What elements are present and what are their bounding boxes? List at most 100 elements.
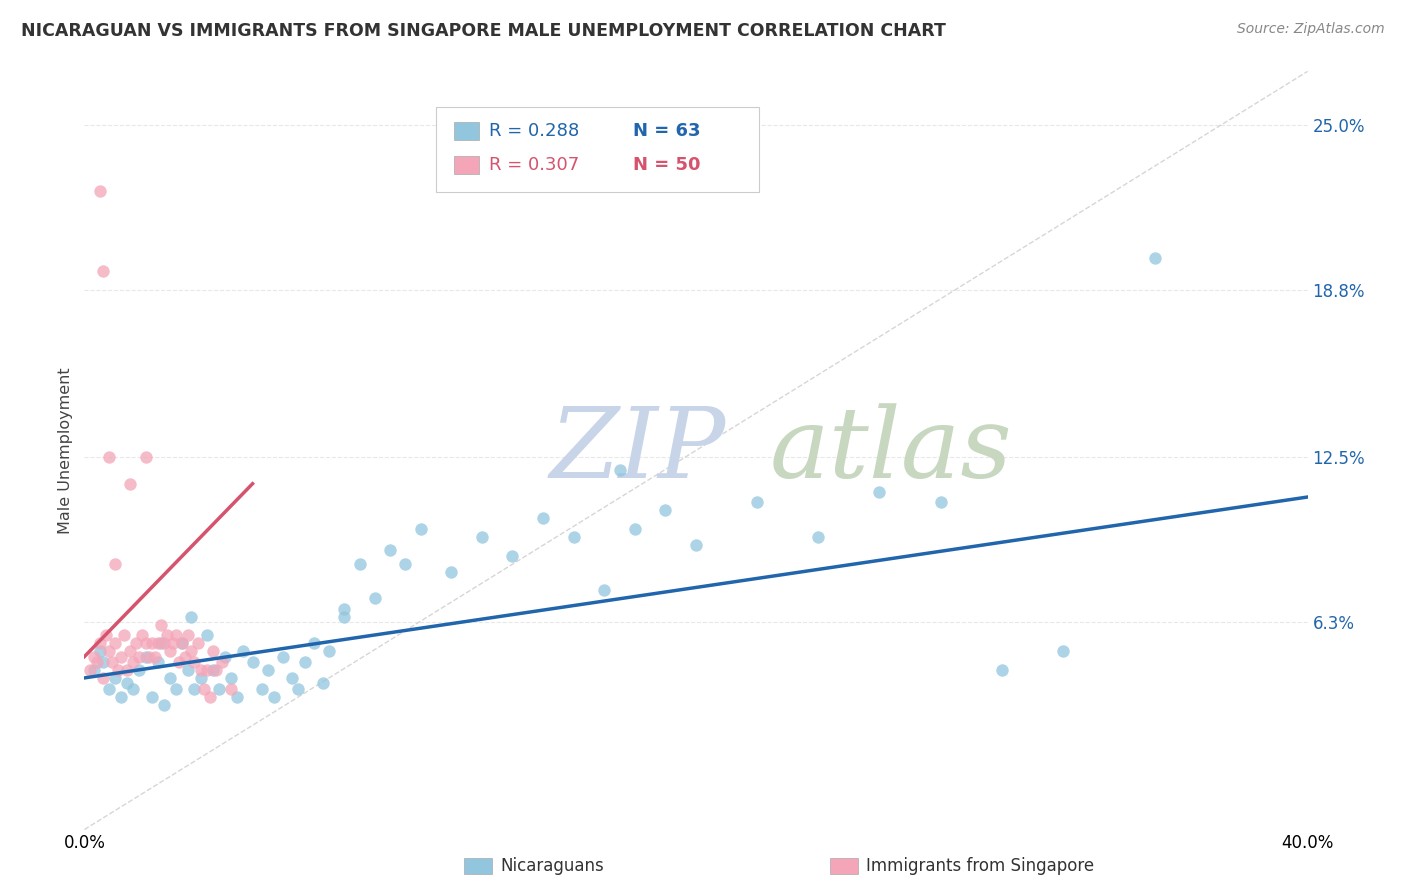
Point (183, 681, 205, 696)
Point (149, 617, 172, 632)
Point (165, 681, 187, 696)
Point (177, 628, 200, 642)
Point (195, 628, 218, 642)
Point (747, 495, 769, 509)
Point (271, 649, 294, 664)
Point (219, 681, 242, 696)
Point (91, 671, 114, 685)
Point (122, 681, 145, 696)
Point (869, 484, 891, 499)
Text: N = 63: N = 63 (633, 122, 700, 140)
Point (165, 628, 187, 642)
Point (141, 690, 163, 704)
Point (167, 655, 190, 669)
Text: R = 0.288: R = 0.288 (489, 122, 579, 140)
Point (120, 476, 142, 491)
Point (97, 681, 120, 696)
Text: Nicaraguans: Nicaraguans (501, 857, 605, 875)
Text: Immigrants from Singapore: Immigrants from Singapore (866, 857, 1094, 875)
Point (333, 601, 356, 615)
Text: NICARAGUAN VS IMMIGRANTS FROM SINGAPORE MALE UNEMPLOYMENT CORRELATION CHART: NICARAGUAN VS IMMIGRANTS FROM SINGAPORE … (21, 22, 946, 40)
Text: R = 0.307: R = 0.307 (489, 156, 579, 174)
Text: Source: ZipAtlas.com: Source: ZipAtlas.com (1237, 22, 1385, 37)
Point (180, 609, 202, 624)
Point (219, 671, 242, 685)
Point (685, 538, 707, 552)
Point (394, 557, 416, 571)
Point (201, 644, 224, 658)
Point (502, 549, 524, 563)
Point (349, 557, 371, 571)
Point (172, 636, 194, 650)
Point (115, 676, 138, 690)
Point (190, 671, 212, 685)
Point (135, 636, 157, 650)
Point (208, 681, 231, 696)
Point (180, 644, 202, 658)
Point (257, 663, 280, 677)
Point (135, 450, 157, 464)
Point (131, 628, 153, 642)
Point (294, 655, 316, 669)
Point (624, 522, 647, 536)
Point (146, 655, 169, 669)
Point (333, 609, 356, 624)
Point (104, 557, 127, 571)
Point (91, 655, 114, 669)
Point (562, 530, 585, 544)
Point (471, 530, 494, 544)
Point (104, 671, 127, 685)
Point (125, 636, 148, 650)
Point (146, 636, 169, 650)
Y-axis label: Male Unemployment: Male Unemployment (58, 368, 73, 533)
Point (110, 690, 132, 704)
Point (97, 450, 120, 464)
Point (186, 636, 208, 650)
Point (89, 644, 111, 658)
Point (89, 636, 111, 650)
Point (97, 644, 120, 658)
Point (156, 628, 179, 642)
Point (110, 649, 132, 664)
Point (101, 655, 124, 669)
Point (94, 628, 117, 642)
Point (364, 591, 387, 606)
Point (162, 636, 184, 650)
Point (128, 663, 150, 677)
Point (380, 543, 402, 558)
Point (195, 663, 218, 677)
Point (91, 264, 114, 278)
Point (153, 636, 176, 650)
Text: N = 50: N = 50 (633, 156, 700, 174)
Point (281, 671, 304, 685)
Point (593, 583, 616, 598)
Point (143, 649, 166, 664)
Point (115, 663, 138, 677)
Point (138, 649, 160, 664)
Point (153, 698, 176, 712)
Point (183, 655, 205, 669)
Point (1143, 251, 1166, 265)
Point (287, 681, 309, 696)
Point (211, 655, 233, 669)
Point (263, 690, 285, 704)
Point (83, 649, 105, 664)
Text: atlas: atlas (769, 403, 1012, 498)
Point (312, 676, 335, 690)
Point (120, 644, 142, 658)
Point (1052, 644, 1074, 658)
Point (198, 690, 221, 704)
Point (190, 663, 212, 677)
Point (318, 644, 340, 658)
Point (135, 649, 157, 664)
Point (205, 663, 228, 677)
Point (232, 644, 254, 658)
Point (89, 184, 111, 198)
Point (609, 463, 631, 477)
Point (409, 522, 432, 536)
Point (991, 663, 1014, 677)
Point (159, 644, 181, 658)
Point (250, 681, 273, 696)
Point (112, 628, 135, 642)
Point (128, 649, 150, 664)
